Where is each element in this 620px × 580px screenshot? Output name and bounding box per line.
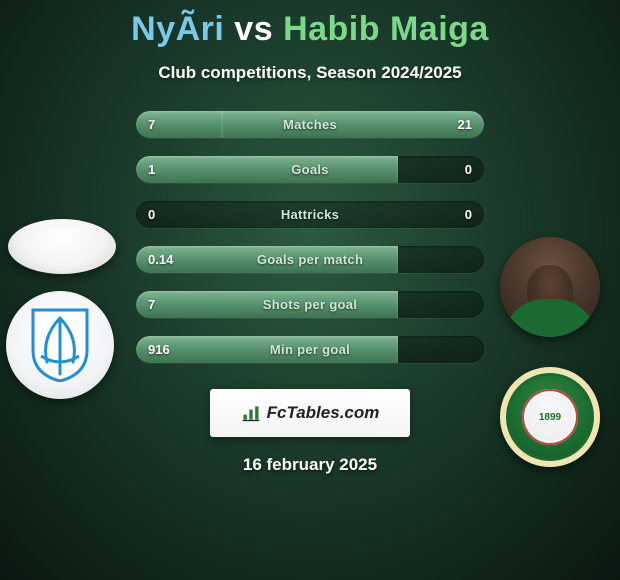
stat-value-right: 0 xyxy=(465,201,472,228)
page-title: NyÃri vs Habib Maiga xyxy=(0,0,620,49)
subtitle: Club competitions, Season 2024/2025 xyxy=(0,63,620,83)
stat-row: 1Goals0 xyxy=(136,156,484,183)
stat-value-right: 0 xyxy=(465,156,472,183)
player1-club-crest xyxy=(6,291,114,399)
stat-label: Goals per match xyxy=(136,246,484,273)
club-year: 1899 xyxy=(539,412,561,423)
stat-row: 7Shots per goal xyxy=(136,291,484,318)
player2-club-crest: 1899 xyxy=(500,367,600,467)
stat-label: Shots per goal xyxy=(136,291,484,318)
stat-row: 7Matches21 xyxy=(136,111,484,138)
zte-shield-icon xyxy=(29,308,91,382)
brand-text: FcTables.com xyxy=(267,403,380,423)
player2-name: Habib Maiga xyxy=(283,10,489,48)
stats-area: 1899 7Matches211Goals00Hattricks00.14Goa… xyxy=(0,111,620,363)
stat-label: Goals xyxy=(136,156,484,183)
stat-row: 916Min per goal xyxy=(136,336,484,363)
stat-row: 0.14Goals per match xyxy=(136,246,484,273)
stat-label: Min per goal xyxy=(136,336,484,363)
stat-label: Matches xyxy=(136,111,484,138)
stat-value-right: 21 xyxy=(458,111,472,138)
chart-icon xyxy=(241,403,261,423)
player2-avatar xyxy=(500,237,600,337)
stat-rows: 7Matches211Goals00Hattricks00.14Goals pe… xyxy=(136,111,484,363)
stat-row: 0Hattricks0 xyxy=(136,201,484,228)
stat-label: Hattricks xyxy=(136,201,484,228)
player1-name: NyÃri xyxy=(131,10,224,48)
player1-avatar xyxy=(8,219,116,274)
brand-box[interactable]: FcTables.com xyxy=(210,389,410,437)
ferencvaros-inner-icon: 1899 xyxy=(522,389,578,445)
vs-text: vs xyxy=(224,10,283,48)
